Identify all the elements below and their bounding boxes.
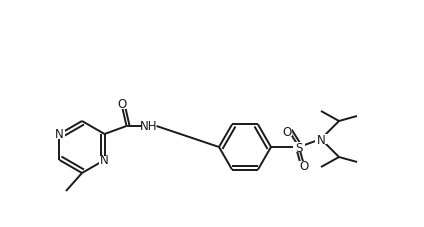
Bar [142, 121, 156, 131]
Text: N: N [100, 154, 109, 167]
Text: O: O [117, 98, 126, 111]
Bar [299, 161, 309, 170]
Text: N: N [55, 128, 64, 141]
Bar [315, 134, 327, 144]
Bar [293, 142, 305, 152]
Bar [117, 100, 126, 109]
Text: NH: NH [140, 120, 157, 133]
Text: O: O [299, 159, 309, 172]
Text: N: N [317, 133, 325, 146]
Bar [53, 130, 65, 139]
Bar [282, 127, 292, 136]
Bar [98, 156, 111, 165]
Text: O: O [282, 125, 292, 138]
Text: S: S [295, 141, 303, 154]
